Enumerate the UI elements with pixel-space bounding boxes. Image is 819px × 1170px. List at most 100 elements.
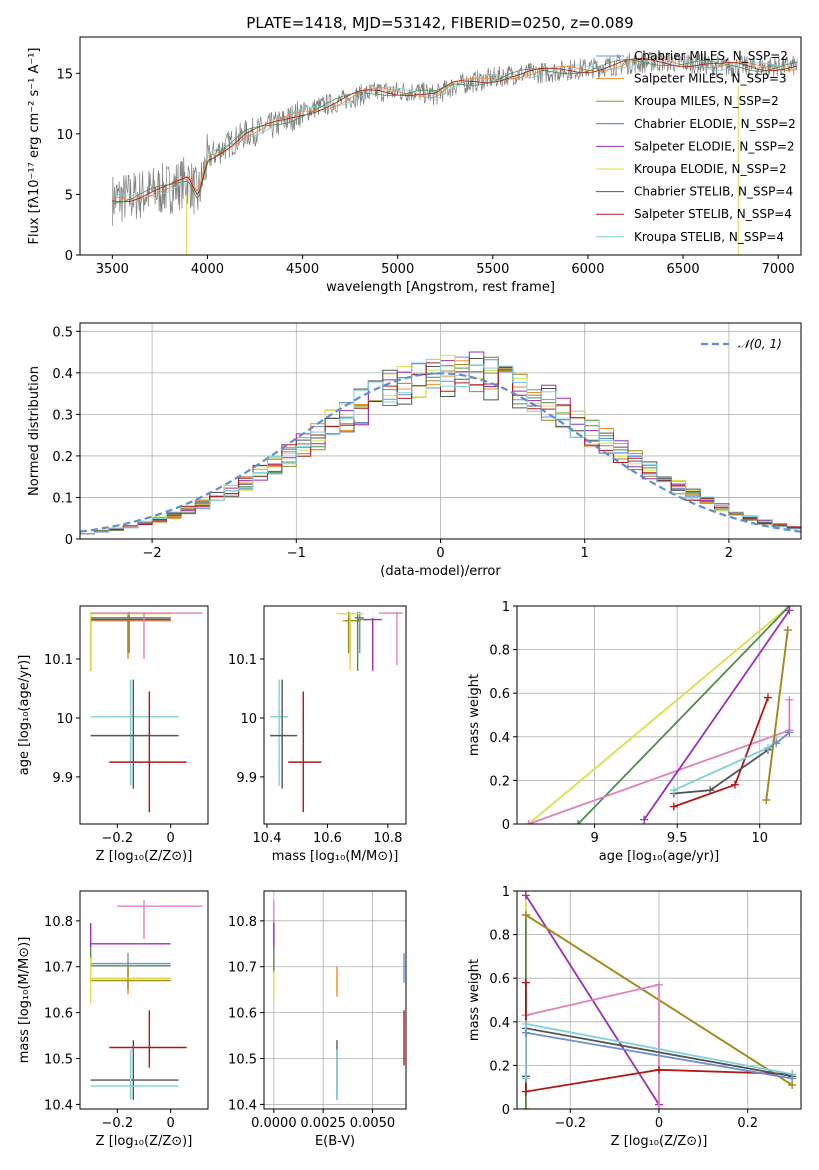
observed-spectrum-line xyxy=(111,51,798,226)
x-tick-label: 5000 xyxy=(381,262,414,277)
mass-weight-marker xyxy=(788,1074,797,1083)
mass-weight-vs-age-plot: 9 9.5 10 0 0.2 0.4 0.6 0.8 1 age [log₁₀(age/yr)] m… xyxy=(467,600,802,864)
mass-weight-marker xyxy=(655,980,663,989)
legend-label: Kroupa MILES, N_SSP=2 xyxy=(634,94,779,108)
y-tick-label: 0.2 xyxy=(489,1059,510,1074)
axes-frame xyxy=(79,36,802,256)
y-tick-label: 10.4 xyxy=(44,1098,73,1113)
y-tick-label: 0.4 xyxy=(52,367,73,382)
y-tick-label: 0.5 xyxy=(52,325,73,340)
mass-weight-line xyxy=(525,983,660,1109)
y-axis-label: Normed distribution xyxy=(27,366,42,496)
y-tick-label: 0.2 xyxy=(52,450,73,465)
y-tick-label: 10 xyxy=(240,712,257,727)
x-tick-label: 1 xyxy=(581,546,589,561)
x-tick-label: 6000 xyxy=(571,262,604,277)
plot-area xyxy=(521,891,797,1109)
axes-frame xyxy=(516,605,802,825)
x-axis-label: Z [log₁₀(Z/Z⊙)] xyxy=(611,1134,708,1149)
mass-weight-marker xyxy=(655,1065,663,1074)
mass-weight-marker xyxy=(783,625,792,634)
mass-weight-marker xyxy=(730,780,739,789)
y-tick-label: 10.6 xyxy=(228,1007,257,1022)
y-tick-label: 0.6 xyxy=(489,972,510,987)
axes-frame xyxy=(263,605,407,825)
legend-label: Kroupa ELODIE, N_SSP=2 xyxy=(634,162,787,176)
mass-weight-marker xyxy=(521,978,530,987)
y-axis-label: mass weight xyxy=(467,959,482,1041)
y-tick-label: 0 xyxy=(65,533,73,548)
y-tick-label: 9.9 xyxy=(236,771,257,786)
x-tick-label: 4000 xyxy=(191,262,224,277)
mass-weight-marker xyxy=(669,802,678,811)
residual-histogram-plot: −2 −1 0 1 2 0 0.1 0.2 0.3 0.4 0.5 (data-model)/erro… xyxy=(27,322,802,579)
mass-weight-marker xyxy=(706,786,715,795)
y-tick-label: 0.2 xyxy=(489,774,510,789)
x-tick-label: −1 xyxy=(287,546,306,561)
x-axis-label: Z [log₁₀(Z/Z⊙)] xyxy=(96,1134,193,1149)
model-spectrum-line xyxy=(112,58,798,203)
x-axis-label: E(B-V) xyxy=(315,1134,355,1149)
y-tick-label: 10.8 xyxy=(228,915,257,930)
mass-weight-marker xyxy=(655,1105,663,1109)
y-tick-label: 0.6 xyxy=(489,687,510,702)
y-tick-label: 15 xyxy=(56,67,73,82)
x-tick-label: 3500 xyxy=(96,262,129,277)
x-tick-label: 2 xyxy=(725,546,733,561)
mass-weight-line xyxy=(765,629,789,801)
y-tick-label: 10.4 xyxy=(228,1098,257,1113)
y-tick-label: 0.1 xyxy=(52,491,73,506)
legend-label: Kroupa STELIB, N_SSP=4 xyxy=(634,230,784,244)
mass-weight-marker xyxy=(763,743,772,752)
y-tick-label: 10.7 xyxy=(44,961,73,976)
y-tick-label: 0.3 xyxy=(52,408,73,423)
y-axis-label: age [log₁₀(age/yr)] xyxy=(17,655,32,776)
x-tick-label: −0.2 xyxy=(554,1116,586,1131)
mass-weight-marker xyxy=(521,1019,530,1028)
normal-distribution-line xyxy=(80,372,801,533)
x-tick-label: −0.2 xyxy=(102,831,134,846)
x-tick-label: 0 xyxy=(655,1116,663,1131)
legend-label: Salpeter MILES, N_SSP=3 xyxy=(634,72,787,86)
mass-weight-marker xyxy=(762,796,771,805)
y-tick-label: 10 xyxy=(56,712,73,727)
legend-label: Chabrier MILES, N_SSP=2 xyxy=(634,49,788,63)
figure-title: PLATE=1418, MJD=53142, FIBERID=0250, z=0… xyxy=(246,14,633,32)
x-axis-label: Z [log₁₀(Z/Z⊙)] xyxy=(96,849,193,864)
age-vs-metallicity-plot: −0.2 0 9.9 10 10.1 Z [log₁₀(Z/Z⊙)] age [log₁₀(… xyxy=(17,605,209,864)
axes-frame xyxy=(263,890,407,1110)
x-tick-label: 5500 xyxy=(476,262,509,277)
y-axis-label: Flux [fλ10⁻¹⁷ erg cm⁻² s⁻¹ A⁻¹] xyxy=(27,48,42,245)
x-tick-label: 0 xyxy=(167,1116,175,1131)
x-tick-label: 0.0000 xyxy=(251,1116,297,1131)
mass-weight-marker xyxy=(521,1087,530,1096)
y-tick-label: 10 xyxy=(56,128,73,143)
mass-weight-marker xyxy=(521,891,530,900)
spectrum-plot: 3500 4000 4500 5000 5500 6000 6500 7000 0 5 10 15 wa… xyxy=(27,36,802,295)
y-axis-label: mass weight xyxy=(467,674,482,756)
x-axis-label: (data-model)/error xyxy=(380,564,501,579)
y-tick-label: 10.1 xyxy=(44,653,73,668)
x-tick-label: −0.2 xyxy=(102,1116,134,1131)
legend-label: Chabrier ELODIE, N_SSP=2 xyxy=(634,117,796,131)
axes-frame xyxy=(79,605,209,825)
mass-weight-line xyxy=(525,1031,793,1080)
x-tick-label: 0 xyxy=(167,831,175,846)
mass-weight-line xyxy=(643,609,791,821)
x-tick-label: 10.8 xyxy=(373,831,402,846)
y-tick-label: 10.7 xyxy=(228,961,257,976)
mass-weight-line xyxy=(528,606,790,824)
mass-weight-marker xyxy=(763,693,772,702)
x-tick-label: 6500 xyxy=(667,262,700,277)
x-tick-label: 4500 xyxy=(286,262,319,277)
x-tick-label: 10.6 xyxy=(313,831,342,846)
age-vs-mass-plot: 10.4 10.6 10.8 9.9 10 10.1 mass [log₁₀(M/M⊙)] xyxy=(228,605,407,864)
mass-weight-marker xyxy=(785,695,794,704)
mass-weight-line xyxy=(673,697,769,808)
x-tick-label: 10 xyxy=(751,831,768,846)
x-tick-label: −2 xyxy=(143,546,162,561)
mass-weight-marker xyxy=(521,1074,530,1083)
plot-area xyxy=(270,611,403,813)
x-axis-label: age [log₁₀(age/yr)] xyxy=(599,849,720,864)
